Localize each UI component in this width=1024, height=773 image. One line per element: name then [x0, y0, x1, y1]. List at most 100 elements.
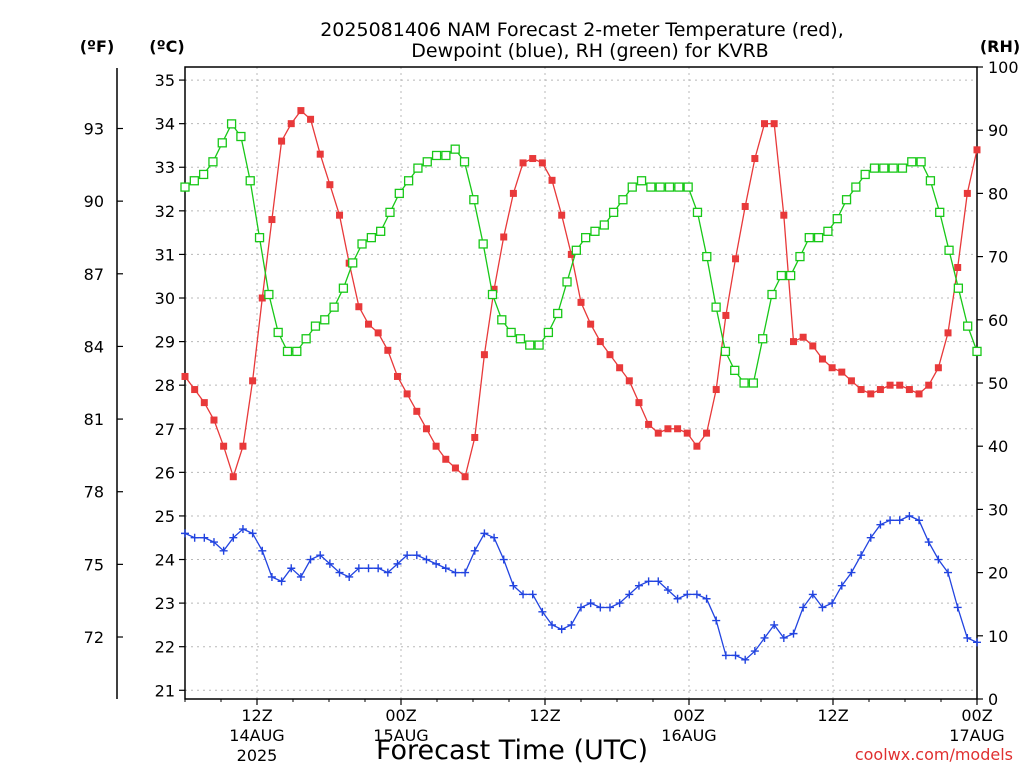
rh-tick-label: 90 [988, 121, 1008, 140]
x-tick-date-label: 17AUG [949, 726, 1004, 745]
data-point-marker [615, 599, 624, 608]
data-point-marker [190, 533, 199, 542]
data-point-marker [422, 157, 432, 167]
data-point-marker [876, 386, 884, 394]
data-point-marker [548, 176, 556, 184]
data-point-marker [326, 181, 334, 189]
data-point-marker [480, 351, 488, 359]
data-point-marker [567, 250, 575, 258]
data-point-marker [336, 211, 344, 219]
celsius-tick-label: 33 [155, 158, 175, 177]
data-point-marker [818, 603, 827, 612]
celsius-tick-label: 22 [155, 638, 175, 657]
data-point-marker [799, 333, 807, 341]
fahrenheit-tick-label: 72 [84, 628, 104, 647]
data-point-marker [876, 520, 885, 529]
data-point-marker [236, 131, 246, 142]
fahrenheit-tick-label: 90 [84, 192, 104, 211]
data-point-marker [860, 169, 870, 180]
data-point-marker [180, 182, 190, 192]
data-point-marker [847, 377, 855, 385]
data-point-marker [538, 159, 546, 167]
data-point-marker [431, 150, 442, 161]
data-point-marker [268, 216, 276, 224]
data-point-marker [608, 207, 619, 218]
data-point-marker [618, 195, 628, 205]
celsius-unit-label: (ºC) [149, 37, 184, 56]
data-point-marker [320, 315, 330, 325]
data-point-marker [509, 581, 518, 590]
data-point-marker [645, 420, 653, 428]
data-point-marker [627, 182, 637, 192]
celsius-tick-label: 31 [155, 245, 175, 264]
data-point-marker [730, 365, 740, 376]
data-point-marker [441, 564, 450, 573]
data-point-marker [953, 283, 964, 293]
data-point-marker [534, 340, 544, 350]
data-point-marker [200, 399, 208, 407]
data-point-marker [441, 150, 451, 161]
rh-tick-label: 60 [988, 311, 1008, 330]
data-point-marker [239, 442, 247, 450]
data-point-marker [712, 616, 721, 625]
data-point-marker [461, 473, 469, 481]
data-point-marker [365, 320, 373, 328]
data-point-marker [625, 377, 633, 385]
data-point-marker [599, 220, 609, 230]
celsius-tick-label: 30 [155, 289, 175, 308]
data-point-marker [543, 327, 554, 338]
data-point-marker [567, 620, 576, 629]
rh-tick-label: 80 [988, 184, 1008, 203]
data-point-marker [664, 182, 675, 192]
data-point-marker [944, 568, 953, 577]
rh-tick-label: 10 [988, 627, 1008, 646]
rh-tick-label: 30 [988, 500, 1008, 519]
x-tick-label: 00Z [673, 706, 704, 725]
data-point-marker [376, 226, 386, 236]
data-point-marker [809, 342, 817, 350]
data-point-marker [210, 416, 218, 424]
data-point-marker [403, 176, 414, 186]
data-point-marker [828, 599, 837, 608]
data-point-marker [605, 603, 614, 612]
data-point-marker [770, 620, 779, 629]
data-point-marker [384, 346, 392, 354]
data-point-marker [925, 381, 933, 389]
data-point-marker [432, 442, 440, 450]
data-point-marker [760, 633, 769, 642]
data-point-marker [469, 195, 479, 205]
data-point-marker [442, 455, 450, 463]
data-point-marker [519, 159, 527, 167]
data-point-marker [345, 572, 354, 581]
data-point-marker [799, 603, 808, 612]
data-point-marker [586, 599, 595, 608]
x-tick-date-label: 14AUG [229, 726, 284, 745]
data-point-marker [229, 473, 237, 481]
data-point-marker [915, 390, 923, 398]
data-point-marker [316, 150, 324, 158]
series-line [184, 122, 978, 384]
celsius-tick-label: 25 [155, 507, 175, 526]
data-point-marker [692, 207, 703, 218]
data-point-marker [357, 239, 367, 249]
data-point-marker [635, 399, 643, 407]
data-point-marker [973, 146, 981, 154]
data-point-marker [683, 590, 692, 599]
data-point-marker [548, 620, 557, 629]
data-point-marker [374, 564, 383, 573]
chart-title-line-2: Dewpoint (blue), RH (green) for KVRB [411, 40, 768, 62]
data-point-marker [935, 207, 945, 218]
data-point-marker [338, 283, 349, 293]
data-point-marker [795, 251, 805, 262]
data-point-marker [490, 285, 498, 293]
data-point-marker [470, 546, 479, 555]
data-point-marker [422, 555, 431, 564]
data-point-marker [674, 425, 682, 433]
fahrenheit-tick-label: 93 [84, 120, 104, 139]
data-point-marker [785, 270, 796, 281]
rh-tick-label: 20 [988, 564, 1008, 583]
data-point-marker [590, 226, 600, 236]
data-point-marker [616, 364, 624, 372]
series-layer [180, 107, 982, 664]
